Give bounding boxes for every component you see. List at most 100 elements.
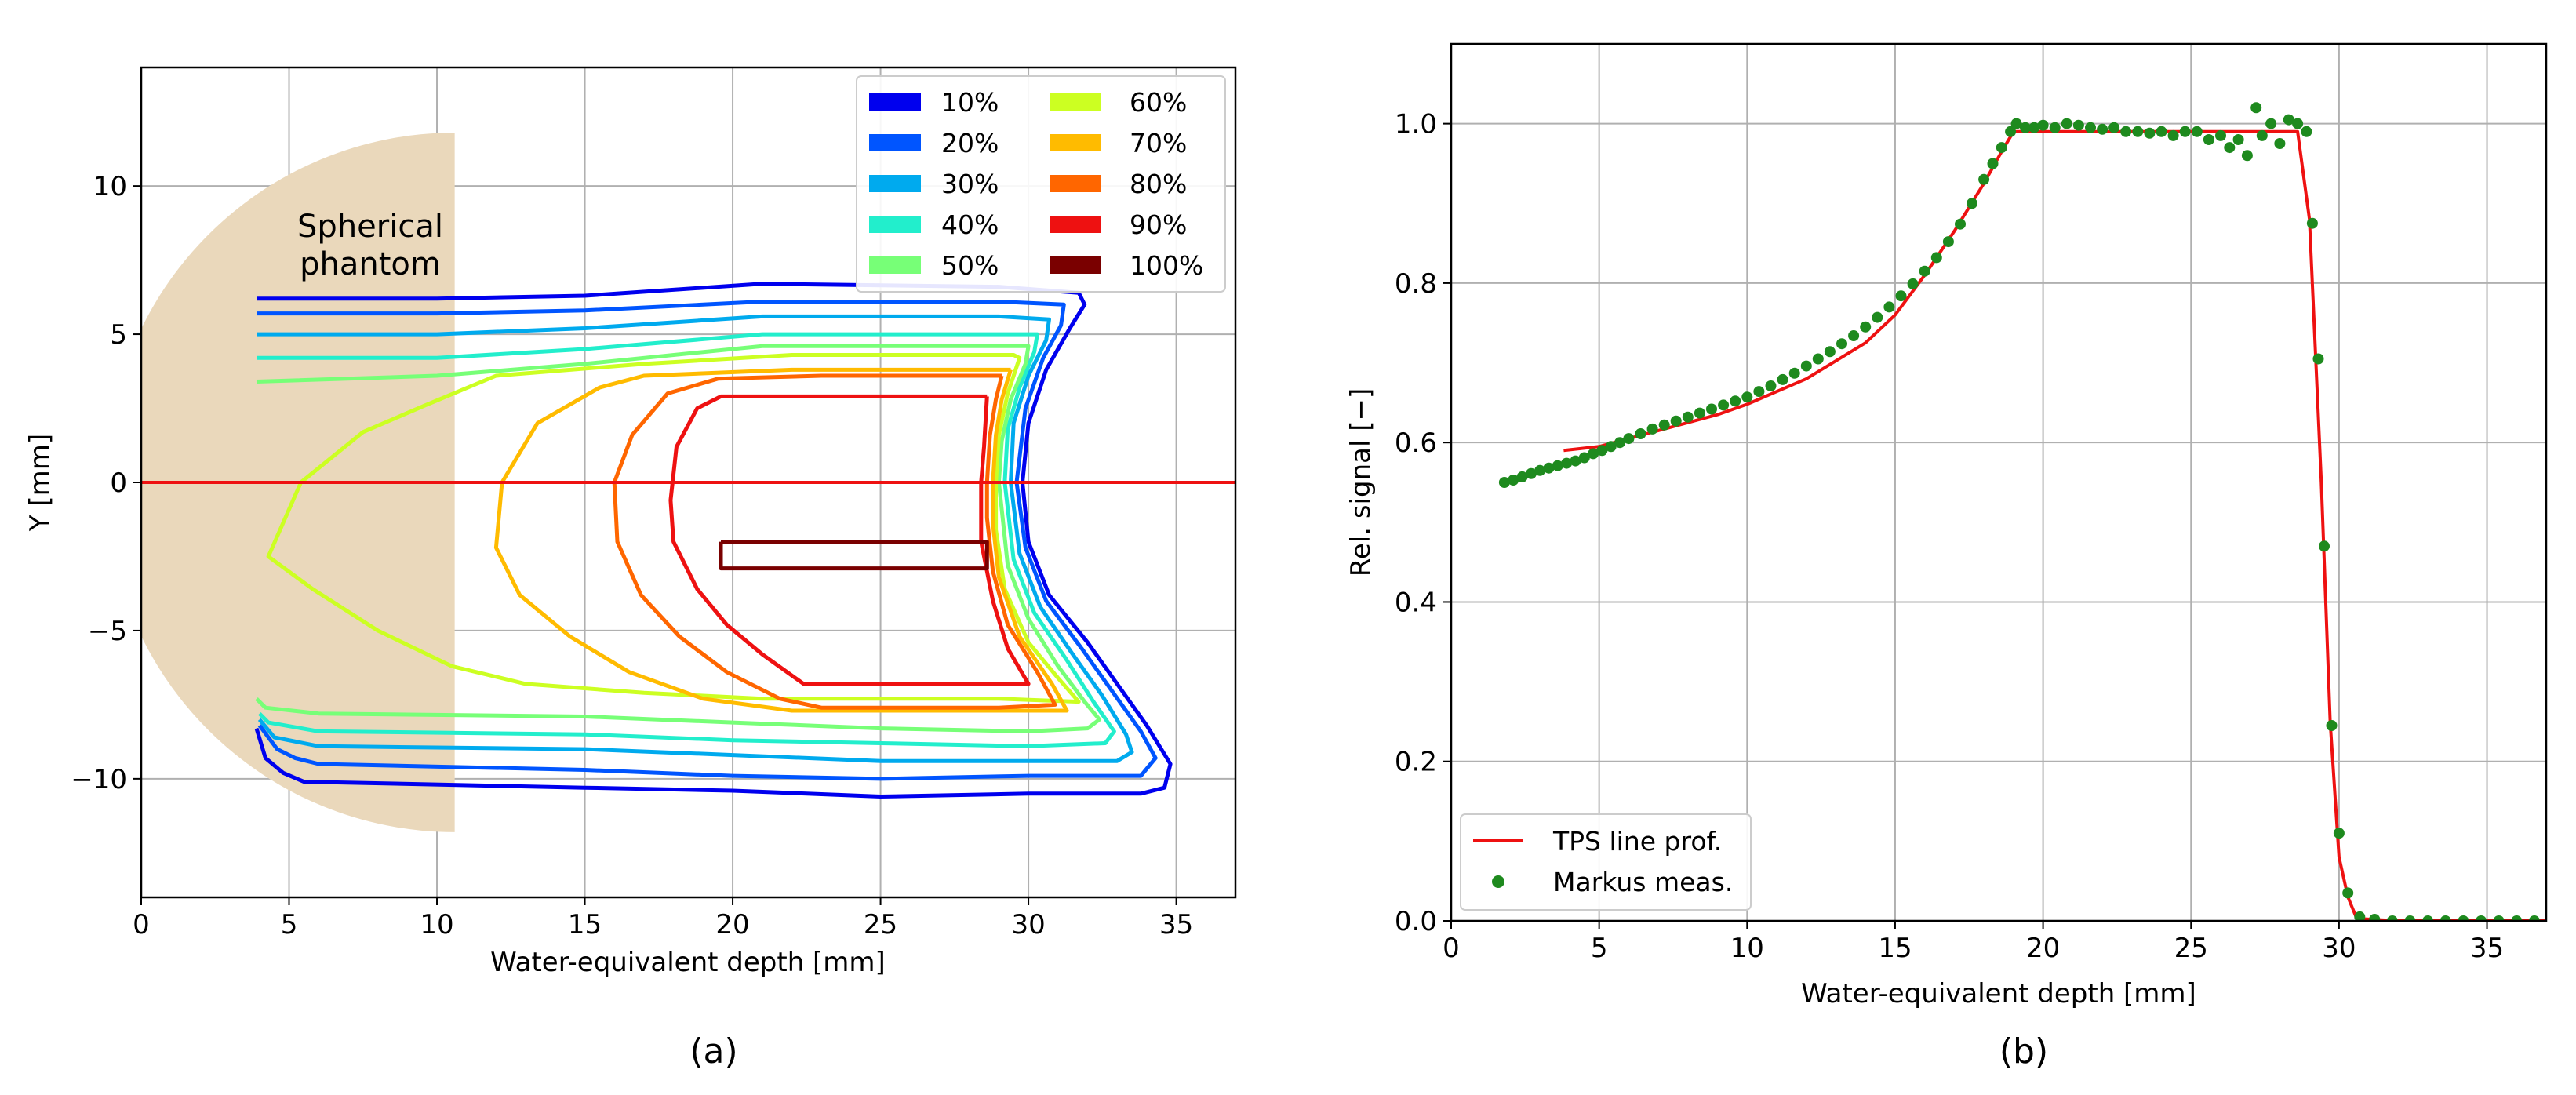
- legend-label-40: 40%: [941, 209, 999, 240]
- markus-point: [1516, 471, 1528, 482]
- markus-point: [2191, 126, 2203, 137]
- markus-point: [1753, 386, 1765, 398]
- panel-a-x-tick-label: 15: [568, 909, 602, 940]
- markus-point: [1955, 218, 1966, 230]
- legend-label-70: 70%: [1130, 128, 1187, 158]
- isodose-contour-80: [612, 373, 1057, 710]
- markus-point: [1777, 373, 1788, 385]
- markus-point: [1895, 290, 1907, 302]
- markus-point: [2250, 102, 2262, 114]
- panel-b-legend: TPS line prof. Markus meas.: [1460, 813, 1752, 911]
- markus-point: [2167, 129, 2179, 141]
- markus-point: [1682, 411, 1694, 423]
- legend-swatch-80: [1050, 175, 1101, 192]
- markus-point: [1883, 301, 1895, 313]
- panel-a-x-axis-label: Water-equivalent depth [mm]: [490, 947, 886, 978]
- markus-point: [1534, 464, 1546, 476]
- legend-swatch-50: [869, 256, 921, 274]
- markus-point: [1623, 433, 1635, 445]
- markus-point: [1525, 467, 1537, 479]
- panel-a-x-tick-label: 0: [133, 909, 150, 940]
- markus-point: [1824, 346, 1836, 358]
- isodose-contour-90: [668, 394, 1031, 686]
- markus-point: [1508, 475, 1519, 486]
- markus-point: [1836, 338, 1847, 350]
- markus-point: [2028, 122, 2040, 133]
- markus-point: [1543, 462, 1555, 474]
- markus-point: [2326, 720, 2338, 731]
- markus-point: [1930, 252, 1942, 264]
- legend-swatch-70: [1050, 134, 1101, 151]
- panel-a-x-tick-label: 10: [420, 909, 453, 940]
- markus-point: [1646, 423, 1658, 435]
- legend-label-10: 10%: [941, 87, 999, 118]
- panel-a-y-axis-label: Y [mm]: [24, 434, 56, 532]
- phantom-annotation-line2: phantom: [300, 246, 441, 282]
- markus-point: [1942, 236, 1954, 248]
- legend-swatch-10: [869, 93, 921, 111]
- markus-point: [1578, 452, 1590, 464]
- panel-a-y-tick-label: −10: [71, 764, 127, 795]
- markus-point: [2369, 914, 2381, 921]
- markus-point: [1848, 330, 1860, 341]
- panel-a-x-tick-label: 20: [715, 909, 749, 940]
- markus-point: [1605, 441, 1617, 453]
- markus-point: [2342, 887, 2354, 899]
- markus-point: [2241, 150, 2253, 162]
- markus-point: [1907, 278, 1919, 289]
- markus-point: [2108, 122, 2120, 133]
- markus-point: [2319, 540, 2330, 552]
- markus-point: [1561, 457, 1573, 469]
- panel-a-x-tick-label: 30: [1011, 909, 1045, 940]
- panel-a: Spherical phantom 0 5 10 15 20 25 30 35 −10 −5 0 5 1…: [24, 66, 1237, 1071]
- markus-point: [1967, 198, 1977, 209]
- panel-b-plot-area: [1498, 102, 2546, 921]
- panel-b-y-axis-label: Rel. signal [−]: [1345, 388, 1377, 577]
- markus-point: [2333, 828, 2345, 839]
- panel-b-y-tick-label: 0.8: [1395, 268, 1437, 300]
- markus-point: [1730, 395, 1741, 407]
- markus-point: [2301, 126, 2312, 137]
- panel-b-x-tick-label: 10: [1730, 933, 1764, 964]
- legend-label-60: 60%: [1130, 87, 1187, 118]
- markus-point: [2049, 122, 2061, 133]
- legend-marker-markus: [1492, 875, 1504, 888]
- tps-line-profile: [1563, 129, 2546, 921]
- markus-point: [1596, 445, 1608, 457]
- markus-point: [1588, 448, 1599, 460]
- markus-point: [1658, 419, 1670, 431]
- markus-point: [2292, 118, 2304, 129]
- markus-point: [2256, 129, 2268, 141]
- legend-label-markus: Markus meas.: [1553, 867, 1733, 897]
- markus-point: [2120, 126, 2132, 137]
- markus-point: [1670, 415, 1682, 427]
- markus-point: [2386, 915, 2398, 921]
- panel-a-x-tick-label: 35: [1159, 909, 1193, 940]
- markus-point: [1996, 142, 2007, 154]
- markus-point: [1614, 437, 1626, 449]
- markus-point: [1978, 173, 1990, 185]
- markus-point: [1718, 399, 1730, 411]
- legend-label-90: 90%: [1130, 209, 1187, 240]
- markus-point: [1765, 380, 1777, 391]
- panel-b-caption: (b): [1999, 1031, 2048, 1071]
- markus-point: [2020, 122, 2031, 133]
- panel-a-y-tick-label: 5: [110, 319, 127, 351]
- markus-point: [2179, 126, 2191, 137]
- isodose-contour-70: [493, 367, 1069, 713]
- markus-point: [1552, 460, 1563, 471]
- isodose-contour-20: [257, 300, 1158, 781]
- markus-point: [2306, 217, 2318, 229]
- panel-b-x-tick-label: 30: [2322, 933, 2356, 964]
- markus-point: [1706, 403, 1717, 415]
- markus-measurement-points: [1498, 102, 2540, 921]
- markus-point: [2132, 126, 2144, 137]
- markus-point: [2097, 123, 2108, 135]
- markus-point: [1872, 311, 1883, 323]
- markus-point: [2215, 129, 2226, 141]
- legend-swatch-40: [869, 216, 921, 233]
- panel-b-axes-frame: [1450, 42, 2548, 922]
- markus-point: [2493, 915, 2505, 921]
- legend-label-tps: TPS line prof.: [1552, 826, 1722, 857]
